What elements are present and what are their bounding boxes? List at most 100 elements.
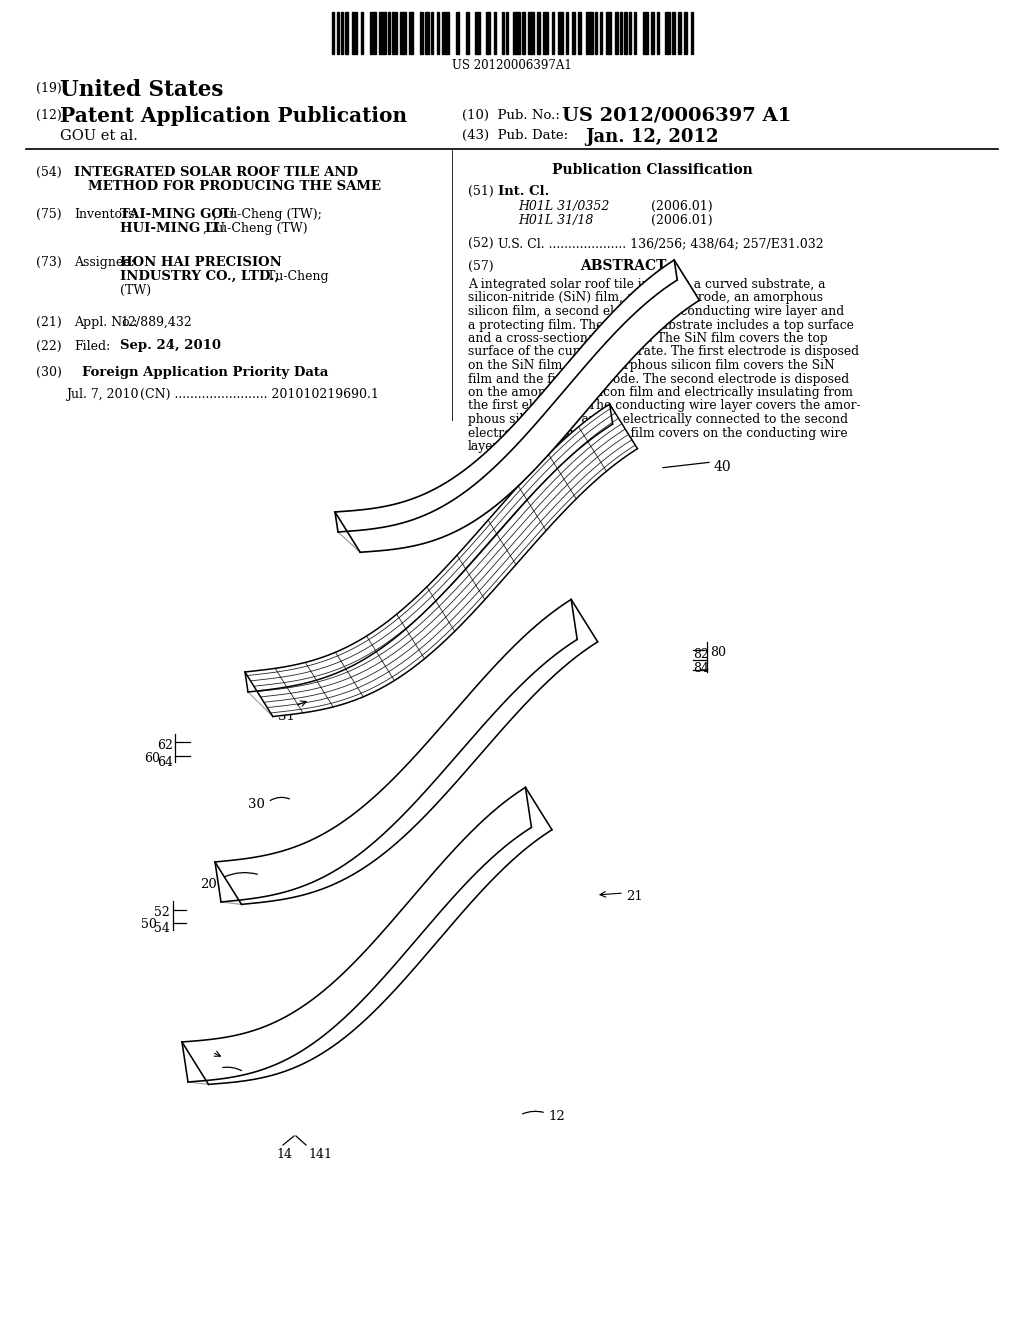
Text: (51): (51) [468, 185, 494, 198]
Bar [392, 12, 397, 54]
Text: a protecting film. The curved substrate includes a top surface: a protecting film. The curved substrate … [468, 318, 854, 331]
Bar [678, 12, 681, 54]
Bar [543, 12, 548, 54]
Bar [629, 12, 631, 54]
Text: 12: 12 [548, 1110, 565, 1123]
Text: 80: 80 [710, 645, 726, 659]
Text: United States: United States [60, 79, 223, 102]
Bar [379, 12, 386, 54]
Polygon shape [215, 599, 578, 902]
Text: 60: 60 [144, 752, 160, 766]
Bar [506, 12, 508, 54]
Text: INDUSTRY CO., LTD.,: INDUSTRY CO., LTD., [120, 271, 280, 282]
Bar [409, 12, 413, 54]
Bar [657, 12, 659, 54]
Text: (21): (21) [36, 315, 61, 329]
Bar [361, 12, 362, 54]
Bar [475, 12, 480, 54]
Text: INTEGRATED SOLAR ROOF TILE AND: INTEGRATED SOLAR ROOF TILE AND [74, 166, 358, 180]
Text: 14: 14 [276, 1148, 292, 1162]
Text: layer.: layer. [468, 440, 502, 453]
Text: (CN) ........................ 201010219690.1: (CN) ........................ 2010102196… [140, 388, 379, 401]
Text: (22): (22) [36, 341, 61, 352]
Text: 141: 141 [308, 1148, 332, 1162]
Bar [586, 12, 593, 54]
Text: 82: 82 [693, 648, 709, 661]
Text: Tu-Cheng: Tu-Cheng [263, 271, 329, 282]
Text: Publication Classification: Publication Classification [552, 162, 753, 177]
Text: US 20120006397A1: US 20120006397A1 [453, 59, 571, 73]
Polygon shape [182, 788, 552, 1085]
Polygon shape [215, 599, 598, 904]
Text: and a cross-sectional surface. The SiN film covers the top: and a cross-sectional surface. The SiN f… [468, 333, 827, 345]
Text: electrode. The protecting film covers on the conducting wire: electrode. The protecting film covers on… [468, 426, 848, 440]
Text: Inventors:: Inventors: [74, 209, 138, 220]
Text: Appl. No.:: Appl. No.: [74, 315, 137, 329]
Polygon shape [245, 404, 612, 692]
Text: TAI-MING GOU: TAI-MING GOU [120, 209, 234, 220]
Text: 52: 52 [155, 906, 170, 919]
Text: (54): (54) [36, 166, 61, 180]
Bar [634, 12, 636, 54]
Bar [425, 12, 429, 54]
Bar [691, 12, 693, 54]
Bar [651, 12, 654, 54]
Bar [431, 12, 433, 54]
Text: 62: 62 [157, 739, 173, 752]
Text: 40: 40 [714, 459, 731, 474]
Bar [456, 12, 459, 54]
Text: HUI-MING LU: HUI-MING LU [120, 222, 225, 235]
Polygon shape [335, 260, 677, 532]
Text: (75): (75) [36, 209, 61, 220]
Bar [522, 12, 525, 54]
Bar [620, 12, 622, 54]
Bar [665, 12, 670, 54]
Text: on the SiN film. The amorphous silicon film covers the SiN: on the SiN film. The amorphous silicon f… [468, 359, 835, 372]
Text: 142: 142 [193, 1048, 217, 1061]
Bar [420, 12, 423, 54]
Text: Int. Cl.: Int. Cl. [498, 185, 549, 198]
Text: Foreign Application Priority Data: Foreign Application Priority Data [82, 366, 329, 379]
Bar [502, 12, 504, 54]
Text: METHOD FOR PRODUCING THE SAME: METHOD FOR PRODUCING THE SAME [88, 180, 381, 193]
Text: Jul. 7, 2010: Jul. 7, 2010 [66, 388, 138, 401]
Bar [578, 12, 581, 54]
Bar [600, 12, 602, 54]
Text: (30): (30) [36, 366, 61, 379]
Text: 21: 21 [626, 890, 643, 903]
Polygon shape [182, 788, 531, 1082]
Polygon shape [245, 404, 638, 717]
Bar [537, 12, 540, 54]
Bar [595, 12, 597, 54]
Bar [643, 12, 648, 54]
Text: ABSTRACT: ABSTRACT [580, 259, 667, 273]
Text: H01L 31/0352: H01L 31/0352 [518, 201, 609, 213]
Text: HON HAI PRECISION: HON HAI PRECISION [120, 256, 282, 269]
Text: silicon-nitride (SiN) film, a first electrode, an amorphous: silicon-nitride (SiN) film, a first elec… [468, 292, 823, 305]
Text: A integrated solar roof tile includes a curved substrate, a: A integrated solar roof tile includes a … [468, 279, 825, 290]
Text: 84: 84 [693, 663, 709, 675]
Text: (52): (52) [468, 238, 494, 249]
Text: 10: 10 [206, 1064, 223, 1077]
Bar [400, 12, 406, 54]
Text: (2006.01): (2006.01) [651, 214, 713, 227]
Text: (TW): (TW) [120, 284, 152, 297]
Text: 64: 64 [157, 756, 173, 770]
Text: (10)  Pub. No.:: (10) Pub. No.: [462, 110, 560, 121]
Bar [558, 12, 563, 54]
Bar [345, 12, 348, 54]
Text: GOU et al.: GOU et al. [60, 129, 138, 143]
Text: (19): (19) [36, 82, 61, 95]
Text: Assignee:: Assignee: [74, 256, 135, 269]
Text: (43)  Pub. Date:: (43) Pub. Date: [462, 129, 568, 143]
Polygon shape [335, 260, 699, 552]
Text: Jan. 12, 2012: Jan. 12, 2012 [585, 128, 719, 147]
Text: (57): (57) [468, 260, 494, 273]
Text: , Tu-Cheng (TW);: , Tu-Cheng (TW); [213, 209, 322, 220]
Bar [352, 12, 357, 54]
Text: (12): (12) [36, 110, 61, 121]
Bar [572, 12, 575, 54]
Text: silicon film, a second electrode, a conducting wire layer and: silicon film, a second electrode, a cond… [468, 305, 844, 318]
Bar [437, 12, 439, 54]
Bar [672, 12, 675, 54]
